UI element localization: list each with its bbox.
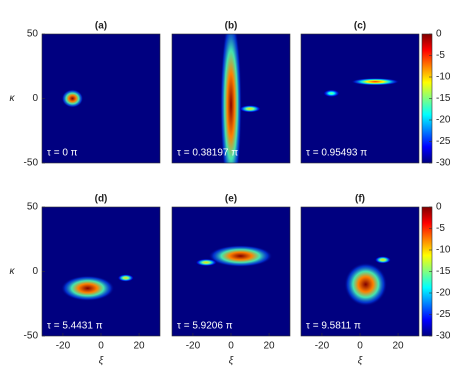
- y-axis-label: κ: [10, 266, 16, 277]
- intensity-blob: [323, 89, 340, 97]
- time-annotation: τ = 9.5811 π: [306, 321, 361, 332]
- intensity-blob: [61, 89, 84, 108]
- colorbar-tick-label: -20: [436, 115, 451, 126]
- time-annotation: τ = 5.4431 π: [47, 321, 103, 332]
- panel-background: [42, 207, 160, 336]
- x-tick-label: -20: [56, 341, 71, 352]
- time-annotation: τ = 5.9206 π: [177, 321, 233, 332]
- panel: (b) τ = 0.38197 π: [171, 21, 291, 164]
- intensity-blob: [220, 34, 242, 163]
- x-tick-label: 0: [228, 341, 234, 352]
- panel: (c) τ = 0.95493 π: [300, 21, 420, 164]
- colorbar: -30 -25 -20 -15 -10 -5 0: [421, 202, 451, 342]
- intensity-blob: [351, 78, 400, 86]
- colorbar-tick-label: -30: [436, 331, 451, 342]
- blob-layer: [61, 89, 84, 108]
- panel: (d) τ = 5.4431 π -20 0 20 -50 0 50 ξ κ: [10, 194, 161, 367]
- y-tick-label: -50: [24, 331, 39, 342]
- x-tick-label: 0: [98, 341, 104, 352]
- colorbar-tick-label: -5: [436, 50, 445, 61]
- x-tick-label: 20: [393, 341, 405, 352]
- blob-layer: [323, 78, 400, 97]
- time-annotation: τ = 0.95493 π: [306, 148, 367, 159]
- colorbar-tick-label: -20: [436, 288, 451, 299]
- intensity-blob: [208, 245, 273, 267]
- y-tick-label: 0: [32, 93, 38, 104]
- panel: (a) τ = 0 π -50 0 50 κ: [10, 21, 161, 169]
- intensity-blob: [344, 262, 388, 307]
- y-tick-label: 50: [27, 202, 39, 213]
- y-tick-label: 50: [27, 29, 39, 40]
- panel-background: [301, 34, 419, 163]
- intensity-blob: [117, 274, 134, 282]
- panel-title: (b): [225, 21, 238, 32]
- blob-layer: [195, 245, 273, 267]
- panel: (e) τ = 5.9206 π -20 0 20 ξ: [171, 194, 291, 367]
- panel: (f) τ = 9.5811 π -20 0 20 ξ: [300, 194, 420, 367]
- y-tick-label: 0: [32, 266, 38, 277]
- colorbar-tick-label: -5: [436, 223, 445, 234]
- colorbar-tick-label: -30: [436, 158, 451, 169]
- blob-layer: [61, 274, 134, 301]
- colorbar-tick-label: -15: [436, 93, 451, 104]
- panel-title: (c): [354, 21, 366, 32]
- blob-layer: [344, 256, 391, 307]
- time-annotation: τ = 0 π: [47, 148, 78, 159]
- panel-frame: [300, 33, 420, 164]
- x-tick-label: 20: [134, 341, 146, 352]
- intensity-blob: [195, 258, 217, 267]
- blob-layer: [220, 34, 261, 163]
- y-axis-label: κ: [10, 93, 16, 104]
- x-axis-label: ξ: [229, 356, 234, 367]
- y-tick-label: -50: [24, 158, 39, 169]
- x-axis-label: ξ: [99, 356, 104, 367]
- panel-title: (f): [355, 194, 365, 205]
- colorbar-tick-label: -10: [436, 72, 451, 83]
- colorbar-tick-label: 0: [436, 202, 442, 213]
- intensity-blob: [374, 256, 391, 264]
- panel-background: [42, 34, 160, 163]
- x-tick-label: -20: [186, 341, 201, 352]
- intensity-blob: [61, 275, 115, 301]
- x-axis-label: ξ: [358, 356, 363, 367]
- colorbar-tick-label: -15: [436, 266, 451, 277]
- colorbar-tick-label: 0: [436, 29, 442, 40]
- colorbar: -30 -25 -20 -15 -10 -5 0: [421, 29, 451, 169]
- panel-background: [172, 207, 290, 336]
- colorbar-tick-label: -10: [436, 245, 451, 256]
- colorbar-tick-label: -25: [436, 309, 451, 320]
- x-tick-label: 20: [264, 341, 276, 352]
- panel-frame: [171, 33, 291, 164]
- panel-title: (d): [95, 194, 108, 205]
- time-annotation: τ = 0.38197 π: [177, 148, 238, 159]
- panel-title: (e): [225, 194, 237, 205]
- colorbar-tick-label: -25: [436, 136, 451, 147]
- intensity-blob: [239, 105, 261, 113]
- x-tick-label: -20: [315, 341, 330, 352]
- x-tick-label: 0: [357, 341, 363, 352]
- panel-title: (a): [95, 21, 107, 32]
